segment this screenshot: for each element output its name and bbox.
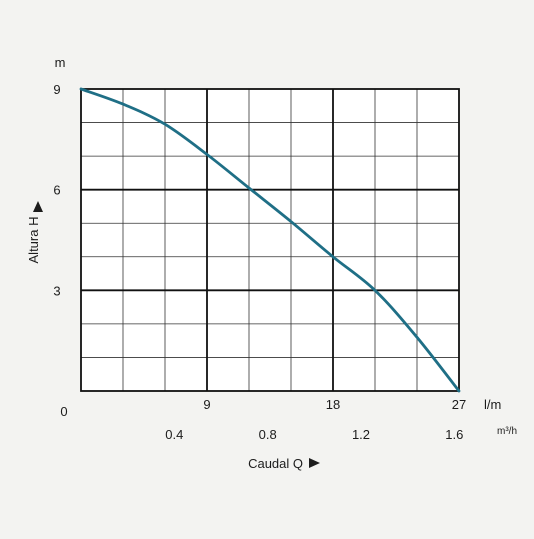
y-tick-label: 9 bbox=[53, 82, 60, 97]
x-tick-label-primary: 27 bbox=[452, 397, 466, 412]
x-tick-label-secondary: 1.6 bbox=[445, 427, 463, 442]
plot-area bbox=[81, 89, 459, 391]
y-tick-label: 6 bbox=[53, 183, 60, 198]
x-unit-primary-label: l/m bbox=[484, 397, 501, 412]
plot-frame bbox=[80, 88, 460, 392]
y-tick-label: 3 bbox=[53, 283, 60, 298]
x-tick-label-secondary: 0.8 bbox=[259, 427, 277, 442]
axis-labels: m l/m m³/h 0 Caudal Q Altura H 3 6 9 9 18 27 0… bbox=[26, 55, 517, 471]
y-axis-arrow-icon bbox=[33, 201, 43, 212]
x-unit-secondary-label: m³/h bbox=[497, 426, 517, 437]
pump-curve-line bbox=[79, 87, 461, 393]
y-axis-title-group: Altura H bbox=[26, 217, 41, 264]
grid-minor bbox=[81, 89, 459, 391]
y-unit-label: m bbox=[55, 55, 66, 70]
x-tick-label-primary: 9 bbox=[203, 397, 210, 412]
y-axis-title: Altura H bbox=[26, 217, 41, 264]
x-tick-label-primary: 18 bbox=[326, 397, 340, 412]
x-axis-arrow-icon bbox=[309, 458, 320, 468]
origin-label: 0 bbox=[60, 404, 67, 419]
x-axis-title: Caudal Q bbox=[248, 456, 303, 471]
x-tick-label-secondary: 0.4 bbox=[165, 427, 183, 442]
x-tick-label-secondary: 1.2 bbox=[352, 427, 370, 442]
grid-major bbox=[81, 89, 459, 391]
series-layer bbox=[79, 87, 461, 393]
